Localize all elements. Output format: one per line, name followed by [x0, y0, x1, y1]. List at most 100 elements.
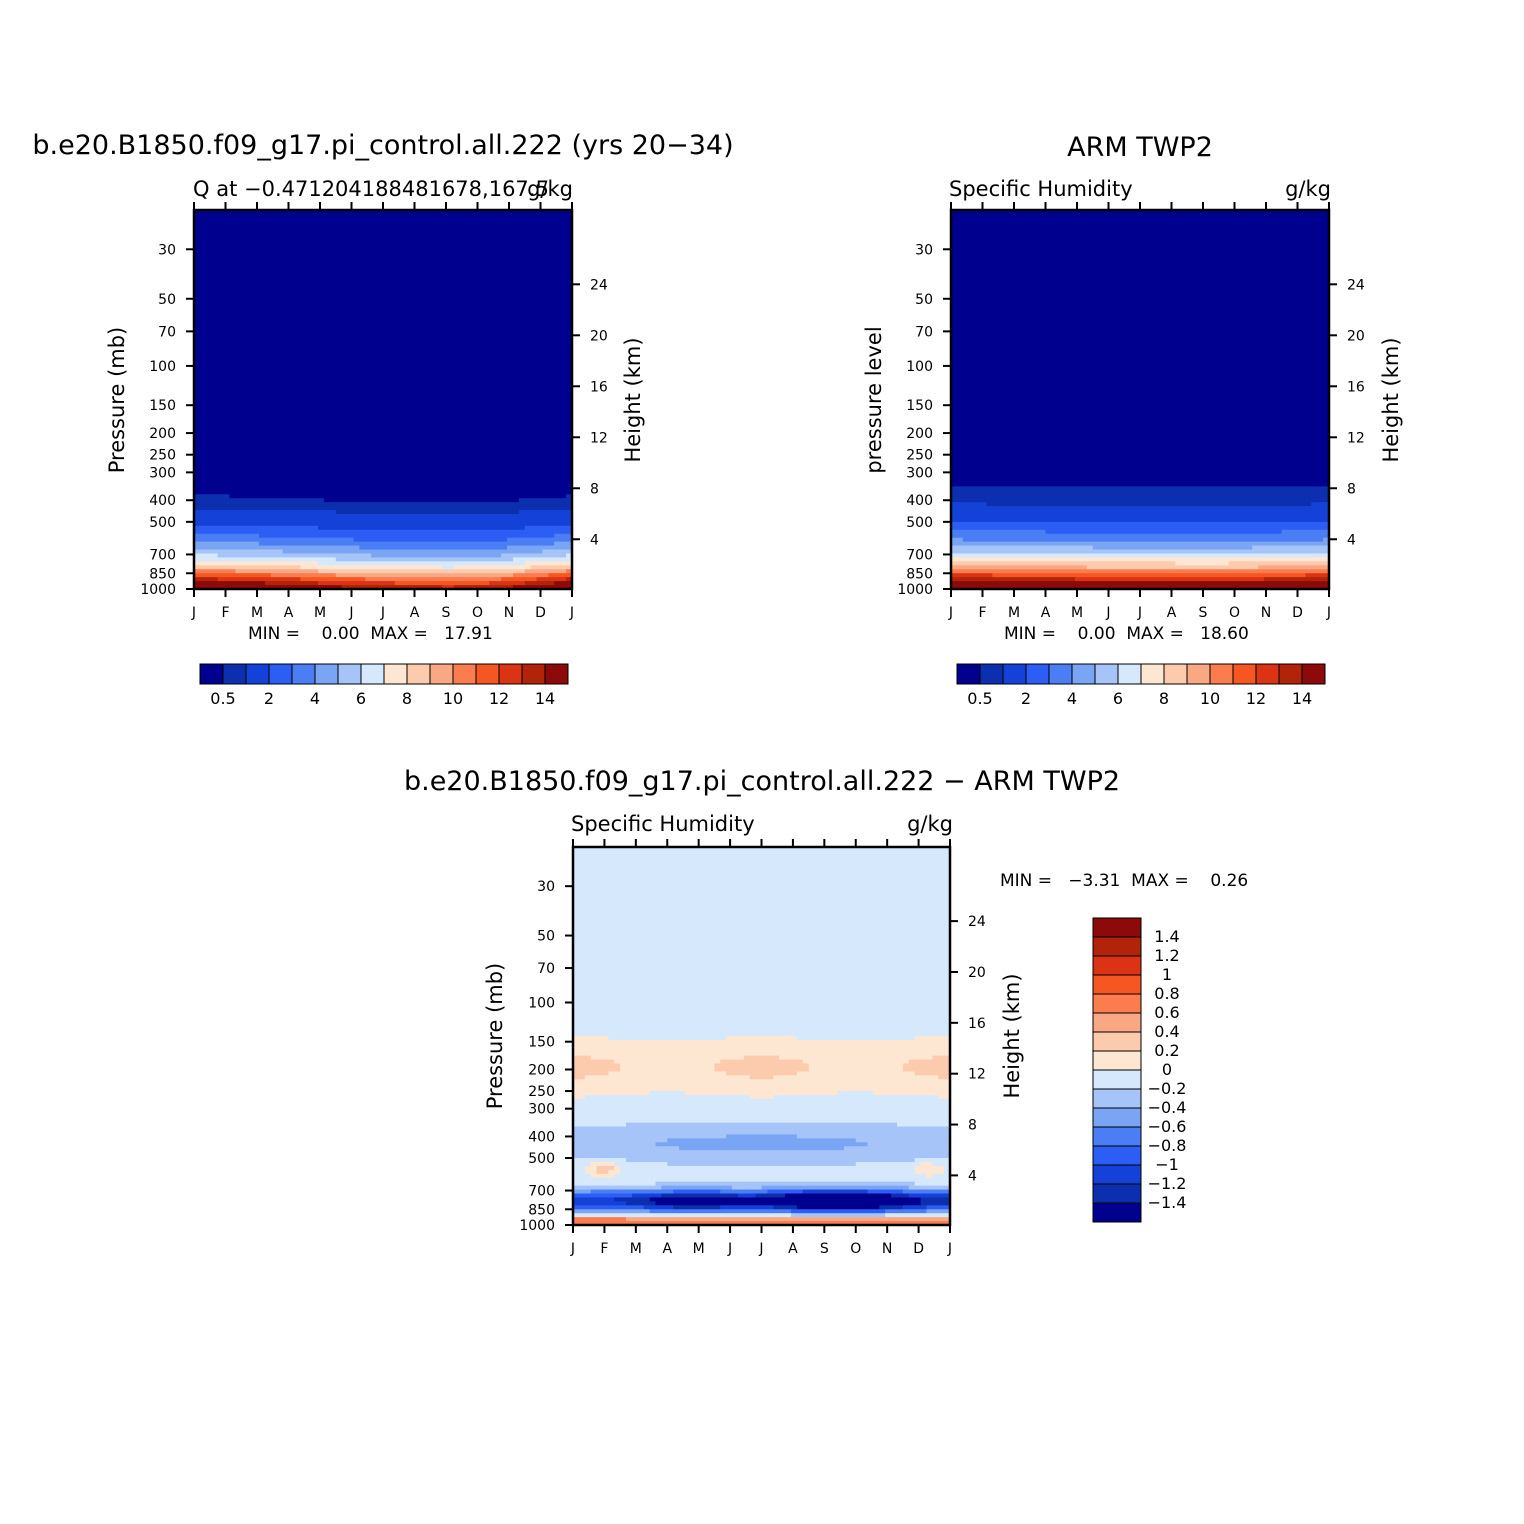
contour-cell	[573, 910, 951, 915]
colorbar-label: 12	[489, 689, 509, 708]
contour-cell	[1311, 502, 1330, 507]
contour-cell	[951, 316, 1330, 322]
contour-cell	[873, 1091, 951, 1096]
contour-cell	[951, 312, 1330, 318]
contour-cell	[573, 941, 951, 947]
contour-cell	[951, 363, 1330, 369]
contour-cell	[614, 1162, 668, 1167]
contour-cell	[951, 371, 1330, 377]
colorbar-swatch	[1092, 1050, 1142, 1071]
contour-cell	[573, 874, 951, 880]
contour-cell	[614, 1165, 621, 1171]
x-tick-label: F	[978, 605, 986, 621]
panel-obs-colorbar: 0.5 2 4 6 8 10 12 14	[956, 663, 1326, 708]
contour-cell	[726, 1071, 798, 1076]
contour-cell	[573, 953, 951, 958]
contour-cell	[951, 427, 1330, 432]
colorbar-label: 1.2	[1154, 946, 1179, 965]
contour-cell	[573, 1201, 627, 1206]
right-tick-label: 16	[968, 1016, 986, 1032]
colorbar-swatch	[1092, 1183, 1142, 1204]
contour-cell	[1175, 561, 1230, 566]
colorbar-label: 14	[535, 689, 555, 708]
contour-cell	[951, 253, 1330, 258]
y-tick-label: 300	[906, 465, 933, 481]
contour-cell	[194, 237, 573, 243]
contour-cell	[951, 506, 1330, 511]
contour-cell	[951, 529, 1047, 535]
contour-cell	[726, 1134, 798, 1139]
contour-cell	[914, 1169, 945, 1175]
contour-cell	[194, 383, 573, 389]
contour-cell	[790, 1209, 886, 1214]
right-tick-label: 12	[590, 430, 608, 446]
colorbar-label: −1.4	[1148, 1193, 1187, 1212]
right-tick-label: 8	[1347, 481, 1356, 497]
contour-cell	[761, 1185, 910, 1191]
contour-cell	[573, 1079, 951, 1084]
panel-diff-stats: MIN = −3.31 MAX = 0.26	[1000, 871, 1248, 891]
contour-cell	[194, 466, 573, 472]
y-tick-label: 50	[915, 292, 933, 308]
contour-cell	[796, 1036, 916, 1041]
contour-cell	[442, 565, 455, 570]
contour-cell	[908, 1185, 951, 1191]
x-tick-label: A	[410, 605, 420, 621]
y-tick-label: 250	[149, 448, 176, 464]
contour-cell	[194, 494, 231, 499]
y-tick-label: 850	[528, 1202, 555, 1218]
y-tick-label: 700	[528, 1184, 555, 1200]
contour-cell	[951, 324, 1330, 330]
contour-cell	[573, 1165, 586, 1171]
x-tick-label: N	[1261, 605, 1271, 621]
contour-cell	[726, 1036, 798, 1041]
contour-field	[951, 210, 1330, 590]
contour-cell	[442, 585, 455, 590]
contour-cell	[951, 356, 1330, 361]
colorbar-swatch	[1092, 974, 1142, 995]
contour-cell	[951, 494, 1330, 499]
x-tick-label: M	[1008, 605, 1020, 621]
contour-cell	[194, 328, 573, 333]
colorbar-label: 8	[1159, 689, 1169, 708]
contour-cell	[573, 1146, 680, 1151]
contour-cell	[902, 1189, 951, 1195]
contour-cell	[194, 261, 573, 266]
colorbar-swatch	[956, 663, 981, 685]
x-tick-label: A	[284, 605, 294, 621]
contour-cell	[779, 1055, 933, 1061]
contour-cell	[194, 557, 337, 562]
colorbar-label: 1	[1162, 965, 1172, 984]
contour-cell	[194, 304, 573, 310]
contour-cell	[194, 419, 573, 424]
panel-obs-y-axis-label: pressure level	[862, 326, 886, 473]
x-tick-label: M	[251, 605, 263, 621]
contour-cell	[951, 569, 1330, 574]
right-tick-label: 24	[1347, 277, 1365, 293]
contour-cell	[501, 553, 567, 559]
colorbar-swatch	[1092, 917, 1142, 938]
panel-obs-subtitle-left: Specific Humidity	[949, 177, 1133, 201]
contour-cell	[194, 233, 573, 239]
y-tick-label: 150	[149, 398, 176, 414]
y-tick-label: 50	[158, 292, 176, 308]
contour-cell	[608, 1169, 621, 1175]
panel-model-title: b.e20.B1850.f09_g17.pi_control.all.222 (…	[32, 130, 733, 161]
contour-cell	[536, 577, 567, 582]
contour-cell	[194, 577, 219, 582]
contour-cell	[229, 494, 567, 499]
contour-cell	[194, 387, 573, 393]
contour-cell	[194, 549, 284, 555]
x-tick-label: F	[221, 605, 229, 621]
colorbar-swatch	[222, 663, 247, 685]
contour-cell	[584, 1075, 751, 1080]
panel-diff-y-axis-label: Pressure (mb)	[483, 963, 507, 1110]
contour-cell	[194, 253, 573, 258]
contour-cell	[838, 1091, 875, 1096]
colorbar-swatch	[1092, 1145, 1142, 1166]
contour-cell	[951, 352, 1330, 357]
contour-cell	[194, 352, 573, 357]
contour-cell	[566, 553, 573, 559]
x-tick-label: D	[913, 1241, 924, 1257]
contour-cell	[371, 553, 502, 559]
